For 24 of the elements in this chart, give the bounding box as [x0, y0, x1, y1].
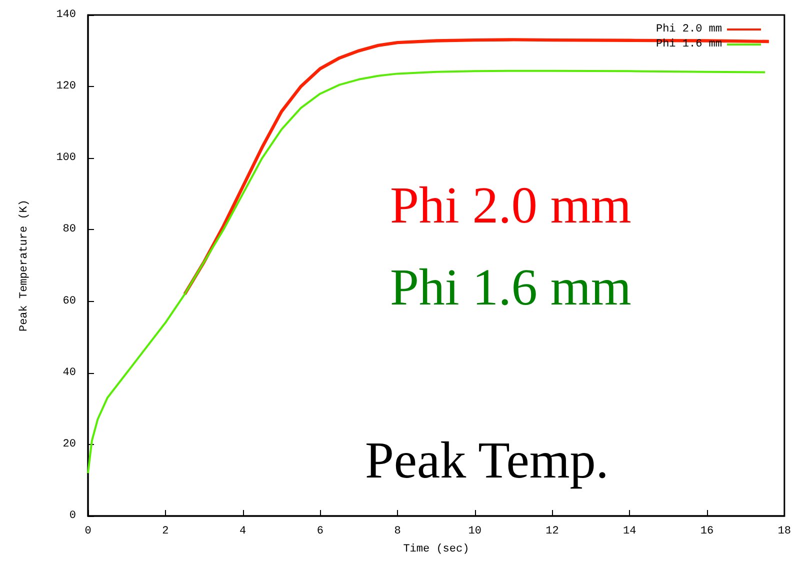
- x-tick-label: 18: [778, 526, 791, 538]
- y-tick-label: 80: [62, 224, 76, 236]
- x-tick-label: 12: [546, 526, 559, 538]
- annotation: Phi 2.0 mm: [390, 178, 632, 234]
- x-tick-label: 2: [162, 526, 169, 538]
- x-tick-label: 6: [316, 526, 324, 538]
- y-tick-label: 140: [56, 9, 76, 21]
- x-tick-label: 4: [239, 526, 246, 538]
- x-tick-label: 16: [700, 526, 714, 538]
- x-tick-label: 0: [84, 526, 92, 538]
- y-tick-label: 120: [56, 80, 76, 93]
- y-tick-label: 100: [56, 152, 76, 164]
- y-tick-label: 40: [62, 366, 76, 379]
- y-tick-label: 20: [62, 438, 76, 450]
- y-tick-label: 60: [62, 295, 76, 308]
- y-tick-label: 0: [69, 510, 76, 522]
- annotation: Phi 1.6 mm: [390, 260, 632, 316]
- legend-label: Phi 2.0 mm: [656, 24, 722, 36]
- x-axis-title: Time (sec): [403, 544, 470, 556]
- x-tick-label: 10: [468, 526, 482, 538]
- x-tick-label: 14: [623, 526, 637, 538]
- y-axis-title: Peak Temperature (K): [18, 199, 30, 332]
- x-tick-label: 8: [394, 526, 401, 538]
- annotation: Peak Temp.: [365, 432, 609, 490]
